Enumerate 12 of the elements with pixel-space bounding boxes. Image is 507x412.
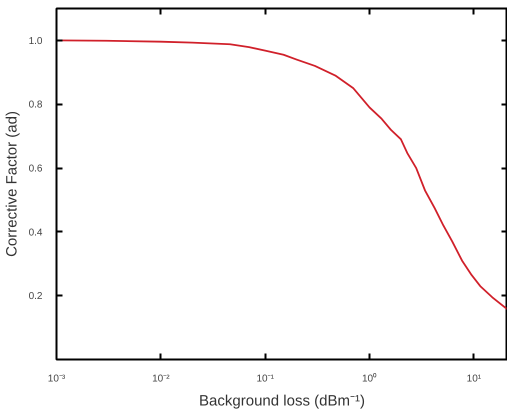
x-tick-label: 10⁻² bbox=[152, 374, 170, 384]
x-axis-title: Background loss (dBm⁻¹) bbox=[199, 392, 365, 410]
y-tick-label: 0.8 bbox=[28, 100, 43, 111]
y-tick-label: 0.6 bbox=[28, 164, 43, 175]
y-axis-title: Corrective Factor (ad) bbox=[4, 111, 21, 257]
x-tick-label: 10⁻¹ bbox=[256, 374, 275, 384]
x-tick-label: 10¹ bbox=[466, 374, 482, 384]
x-tick-label: 10⁰ bbox=[362, 372, 378, 384]
y-tick-label: 1.0 bbox=[28, 36, 43, 47]
y-tick-label: 0.2 bbox=[28, 291, 43, 302]
x-tick-label: 10⁻³ bbox=[48, 374, 66, 384]
y-tick-label: 0.4 bbox=[28, 227, 43, 238]
